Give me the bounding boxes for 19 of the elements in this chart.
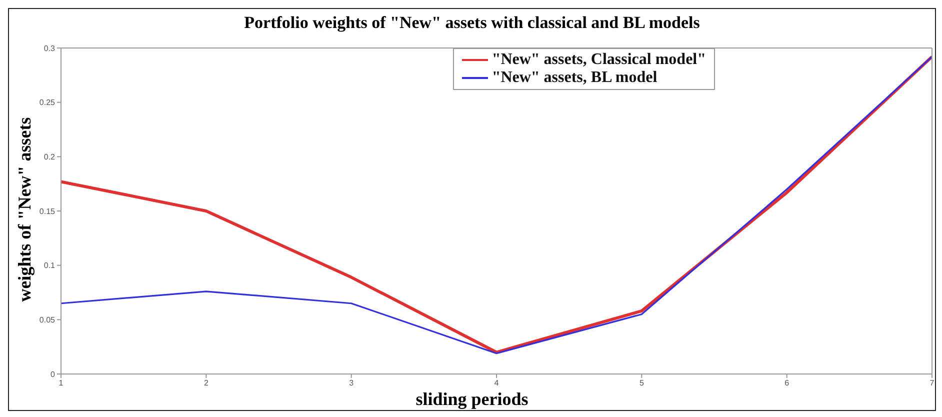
y-tick-label: 0.1 <box>44 261 56 270</box>
y-tick-label: 0.25 <box>39 98 56 108</box>
legend-label: "New" assets, BL model <box>492 69 658 87</box>
legend-label: "New" assets, Classical model" <box>492 51 706 69</box>
x-axis-title: sliding periods <box>414 389 530 410</box>
y-tick-label: 0.05 <box>39 316 56 325</box>
y-tick-label: 0.15 <box>39 206 56 216</box>
y-axis-title: weights of "New" assets <box>14 117 36 302</box>
y-tick-label: 0.3 <box>44 44 56 53</box>
x-tick-label: 3 <box>349 378 354 388</box>
y-tick-label: 0.2 <box>44 152 56 162</box>
x-tick-label: 6 <box>784 378 790 388</box>
x-tick-label: 7 <box>930 378 935 388</box>
chart-title: Portfolio weights of "New" assets with classical and BL models <box>243 13 701 33</box>
x-tick-label: 2 <box>204 378 209 388</box>
x-tick-label: 5 <box>639 378 644 388</box>
x-tick-label: 4 <box>494 378 500 388</box>
y-tick-label: 0 <box>50 370 56 379</box>
x-tick-label: 1 <box>58 378 64 388</box>
